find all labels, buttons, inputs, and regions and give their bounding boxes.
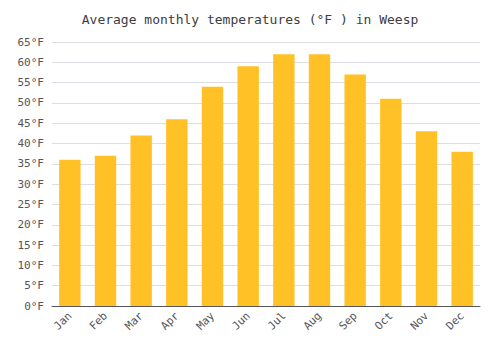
svg-text:25°F: 25°F — [18, 198, 45, 211]
svg-text:65°F: 65°F — [18, 36, 45, 49]
svg-text:Sep: Sep — [337, 309, 360, 332]
svg-text:10°F: 10°F — [18, 259, 45, 272]
svg-text:Oct: Oct — [372, 309, 395, 332]
svg-text:30°F: 30°F — [18, 178, 45, 191]
svg-text:Mar: Mar — [123, 309, 146, 332]
svg-text:Jul: Jul — [265, 309, 288, 332]
svg-text:Jan: Jan — [51, 309, 74, 332]
svg-text:Feb: Feb — [87, 309, 110, 332]
svg-text:Dec: Dec — [444, 309, 467, 332]
svg-text:15°F: 15°F — [18, 239, 45, 252]
svg-text:35°F: 35°F — [18, 157, 45, 170]
svg-text:Jun: Jun — [230, 309, 253, 332]
svg-text:60°F: 60°F — [18, 56, 45, 69]
svg-text:0°F: 0°F — [24, 300, 44, 313]
svg-text:Nov: Nov — [408, 309, 431, 332]
svg-text:40°F: 40°F — [18, 137, 45, 150]
svg-text:45°F: 45°F — [18, 117, 45, 130]
svg-text:May: May — [194, 309, 217, 332]
svg-text:50°F: 50°F — [18, 96, 45, 109]
svg-text:20°F: 20°F — [18, 218, 45, 231]
svg-text:5°F: 5°F — [24, 279, 44, 292]
svg-text:Apr: Apr — [158, 309, 181, 332]
svg-text:Aug: Aug — [301, 309, 324, 332]
svg-text:55°F: 55°F — [18, 76, 45, 89]
svg-text:Average monthly temperatures (: Average monthly temperatures (°F ) in We… — [82, 12, 419, 27]
